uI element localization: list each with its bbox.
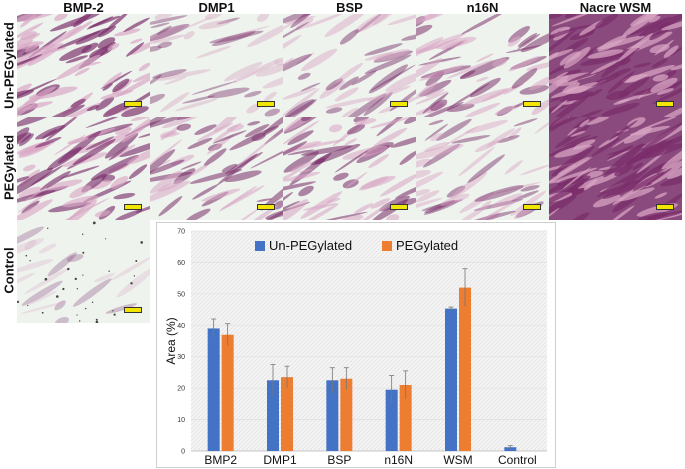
- bar-pegylated-n16n: [399, 385, 412, 451]
- scale-bar: [257, 204, 275, 210]
- stain-texture: [17, 14, 150, 117]
- bar-un-pegylated-dmp1: [267, 380, 279, 451]
- plot-area: [191, 231, 547, 451]
- x-tick-label: BSP: [327, 453, 351, 467]
- bar-pegylated-wsm: [459, 287, 471, 451]
- micrograph-tile: [549, 117, 682, 220]
- scale-bar: [523, 204, 541, 210]
- bar-un-pegylated-n16n: [385, 389, 398, 451]
- micrograph-tile: [549, 14, 682, 117]
- y-tick-label: 30: [177, 354, 185, 361]
- bar-chart: 0 10 20 30 40 50 60 70 Area (%) BMP2 DMP1 BSP n16N WS…: [156, 222, 556, 468]
- bar-pegylated-bmp2: [221, 334, 234, 451]
- bar-pegylated-bsp: [340, 378, 353, 451]
- bar-pegylated-dmp1: [281, 377, 293, 451]
- scale-bar: [124, 204, 142, 210]
- scale-bar: [390, 101, 408, 107]
- y-tick-label: 0: [181, 449, 185, 456]
- micrograph-tile: [150, 14, 283, 117]
- stain-texture: [150, 14, 283, 117]
- micrograph-tile: [17, 220, 150, 323]
- y-tick-label: 60: [177, 260, 185, 267]
- y-tick-label: 50: [177, 291, 185, 298]
- chart-canvas: 0 10 20 30 40 50 60 70 Area (%) BMP2 DMP1 BSP n16N WS…: [164, 229, 547, 467]
- column-label-dmp1: DMP1: [198, 0, 235, 15]
- y-tick-label: 70: [177, 229, 185, 236]
- scale-bar: [523, 101, 541, 107]
- column-label-n16n: n16N: [466, 0, 499, 15]
- micrograph-tile: [416, 117, 549, 220]
- row-label-control: Control: [1, 247, 17, 294]
- scale-bar: [656, 101, 674, 107]
- legend-swatch: [255, 241, 265, 251]
- legend-label: PEGylated: [396, 238, 458, 253]
- y-tick-label: 10: [177, 417, 185, 424]
- y-tick-label: 40: [177, 323, 185, 330]
- micrograph-tile: [416, 14, 549, 117]
- scale-bar: [390, 204, 408, 210]
- column-label-nacre-wsm: Nacre WSM: [579, 0, 652, 15]
- scale-bar: [124, 307, 142, 313]
- micrograph-tile: [283, 117, 416, 220]
- stain-texture: [416, 118, 549, 220]
- row-label-un-pegylated: Un-PEGylated: [1, 22, 17, 109]
- stain-texture: [549, 14, 682, 117]
- bar-un-pegylated-bmp2: [207, 328, 220, 451]
- stain-texture: [549, 117, 682, 220]
- legend-swatch: [382, 241, 392, 251]
- x-tick-label: n16N: [384, 453, 413, 467]
- bar-un-pegylated-bsp: [326, 380, 339, 451]
- stain-texture: [283, 117, 416, 220]
- stain-texture: [17, 221, 150, 323]
- micrograph-tile: [17, 14, 150, 117]
- row-label-pegylated: PEGylated: [1, 134, 17, 201]
- scale-bar: [124, 101, 142, 107]
- micrograph-tile: [283, 14, 416, 117]
- stain-texture: [150, 117, 283, 220]
- column-label-bsp: BSP: [336, 0, 363, 15]
- stain-texture: [283, 14, 416, 117]
- x-tick-label: BMP2: [204, 453, 237, 467]
- micrograph-tile: [17, 117, 150, 220]
- x-tick-label: DMP1: [263, 453, 297, 467]
- x-tick-label: WSM: [443, 453, 472, 467]
- scale-bar: [257, 101, 275, 107]
- stain-texture: [17, 117, 150, 220]
- legend-label: Un-PEGylated: [269, 238, 352, 253]
- bar-un-pegylated-wsm: [445, 308, 457, 451]
- y-tick-label: 20: [177, 386, 185, 393]
- stain-texture: [416, 14, 549, 117]
- column-label-bmp2: BMP-2: [63, 0, 104, 15]
- scale-bar: [656, 204, 674, 210]
- y-axis-label: Area (%): [164, 317, 178, 364]
- micrograph-tile: [150, 117, 283, 220]
- x-tick-label: Control: [498, 453, 537, 467]
- bar-un-pegylated-control: [504, 447, 517, 451]
